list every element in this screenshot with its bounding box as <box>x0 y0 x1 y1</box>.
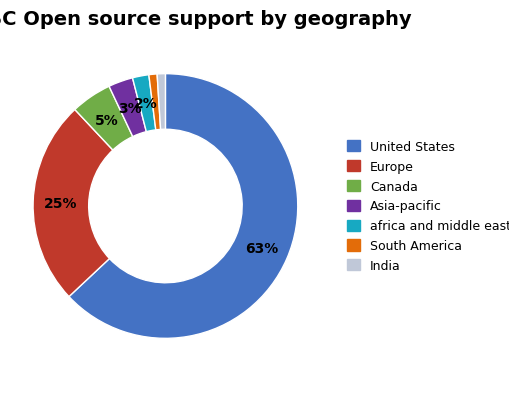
Text: 25%: 25% <box>44 196 78 210</box>
Wedge shape <box>149 75 161 131</box>
Title: 2016 ISC Open source support by geography: 2016 ISC Open source support by geograph… <box>0 10 411 29</box>
Wedge shape <box>157 74 165 130</box>
Wedge shape <box>33 110 113 297</box>
Text: 5%: 5% <box>95 113 119 127</box>
Text: 63%: 63% <box>245 241 278 255</box>
Text: 2%: 2% <box>134 97 158 111</box>
Wedge shape <box>109 78 146 137</box>
Legend: United States, Europe, Canada, Asia-pacific, africa and middle east, South Ameri: United States, Europe, Canada, Asia-paci… <box>344 137 509 276</box>
Wedge shape <box>75 87 133 151</box>
Text: 3%: 3% <box>118 101 142 115</box>
Wedge shape <box>69 74 298 339</box>
Wedge shape <box>132 76 156 132</box>
